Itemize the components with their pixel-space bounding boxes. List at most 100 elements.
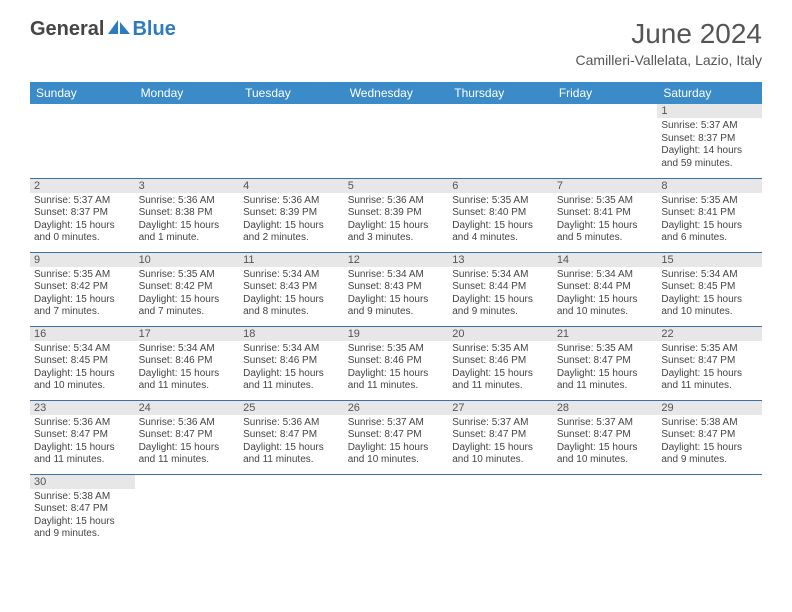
sunset-line: Sunset: 8:46 PM <box>243 355 340 368</box>
sunset-line: Sunset: 8:47 PM <box>557 355 654 368</box>
calendar-day-cell: 26Sunrise: 5:37 AMSunset: 8:47 PMDayligh… <box>344 400 449 474</box>
sunrise-line: Sunrise: 5:36 AM <box>139 195 236 208</box>
daylight-line: Daylight: 15 hours and 11 minutes. <box>243 368 340 393</box>
calendar-empty-cell <box>344 104 449 178</box>
sunrise-line: Sunrise: 5:34 AM <box>557 269 654 282</box>
daylight-line: Daylight: 15 hours and 7 minutes. <box>139 294 236 319</box>
day-header: Saturday <box>657 82 762 104</box>
logo-text-general: General <box>30 18 104 41</box>
calendar-week-row: 2Sunrise: 5:37 AMSunset: 8:37 PMDaylight… <box>30 178 762 252</box>
daylight-line: Daylight: 15 hours and 7 minutes. <box>34 294 131 319</box>
sunrise-line: Sunrise: 5:35 AM <box>557 195 654 208</box>
day-number: 16 <box>30 327 135 341</box>
day-header: Sunday <box>30 82 135 104</box>
daylight-line: Daylight: 15 hours and 9 minutes. <box>348 294 445 319</box>
calendar-day-cell: 20Sunrise: 5:35 AMSunset: 8:46 PMDayligh… <box>448 326 553 400</box>
daylight-line: Daylight: 15 hours and 11 minutes. <box>452 368 549 393</box>
calendar-day-cell: 27Sunrise: 5:37 AMSunset: 8:47 PMDayligh… <box>448 400 553 474</box>
day-header: Wednesday <box>344 82 449 104</box>
sunset-line: Sunset: 8:46 PM <box>348 355 445 368</box>
daylight-line: Daylight: 15 hours and 11 minutes. <box>139 368 236 393</box>
sunrise-line: Sunrise: 5:35 AM <box>348 343 445 356</box>
calendar-day-cell: 23Sunrise: 5:36 AMSunset: 8:47 PMDayligh… <box>30 400 135 474</box>
sunrise-line: Sunrise: 5:37 AM <box>557 417 654 430</box>
sunrise-line: Sunrise: 5:37 AM <box>348 417 445 430</box>
day-number: 10 <box>135 253 240 267</box>
calendar-day-cell: 15Sunrise: 5:34 AMSunset: 8:45 PMDayligh… <box>657 252 762 326</box>
sunset-line: Sunset: 8:42 PM <box>34 281 131 294</box>
sunrise-line: Sunrise: 5:35 AM <box>452 343 549 356</box>
day-number: 13 <box>448 253 553 267</box>
sunset-line: Sunset: 8:41 PM <box>661 207 758 220</box>
day-number: 4 <box>239 179 344 193</box>
sunrise-line: Sunrise: 5:35 AM <box>661 195 758 208</box>
sunset-line: Sunset: 8:47 PM <box>661 429 758 442</box>
sunset-line: Sunset: 8:47 PM <box>34 429 131 442</box>
calendar-empty-cell <box>657 474 762 548</box>
calendar-empty-cell <box>239 104 344 178</box>
day-number: 17 <box>135 327 240 341</box>
sunrise-line: Sunrise: 5:36 AM <box>243 195 340 208</box>
calendar-day-cell: 14Sunrise: 5:34 AMSunset: 8:44 PMDayligh… <box>553 252 658 326</box>
calendar-week-row: 30Sunrise: 5:38 AMSunset: 8:47 PMDayligh… <box>30 474 762 548</box>
sunset-line: Sunset: 8:40 PM <box>452 207 549 220</box>
daylight-line: Daylight: 15 hours and 2 minutes. <box>243 220 340 245</box>
calendar-week-row: 23Sunrise: 5:36 AMSunset: 8:47 PMDayligh… <box>30 400 762 474</box>
daylight-line: Daylight: 15 hours and 4 minutes. <box>452 220 549 245</box>
day-header: Friday <box>553 82 658 104</box>
sunset-line: Sunset: 8:47 PM <box>557 429 654 442</box>
sunset-line: Sunset: 8:41 PM <box>557 207 654 220</box>
sunset-line: Sunset: 8:44 PM <box>557 281 654 294</box>
calendar-day-cell: 19Sunrise: 5:35 AMSunset: 8:46 PMDayligh… <box>344 326 449 400</box>
daylight-line: Daylight: 15 hours and 11 minutes. <box>661 368 758 393</box>
day-number: 24 <box>135 401 240 415</box>
day-number: 8 <box>657 179 762 193</box>
sunrise-line: Sunrise: 5:37 AM <box>661 120 758 133</box>
daylight-line: Daylight: 15 hours and 10 minutes. <box>348 442 445 467</box>
sunrise-line: Sunrise: 5:34 AM <box>243 343 340 356</box>
sunrise-line: Sunrise: 5:35 AM <box>557 343 654 356</box>
calendar-empty-cell <box>30 104 135 178</box>
daylight-line: Daylight: 15 hours and 10 minutes. <box>557 442 654 467</box>
day-number: 5 <box>344 179 449 193</box>
calendar-day-cell: 25Sunrise: 5:36 AMSunset: 8:47 PMDayligh… <box>239 400 344 474</box>
calendar-week-row: 16Sunrise: 5:34 AMSunset: 8:45 PMDayligh… <box>30 326 762 400</box>
calendar-day-cell: 17Sunrise: 5:34 AMSunset: 8:46 PMDayligh… <box>135 326 240 400</box>
calendar-empty-cell <box>344 474 449 548</box>
sunrise-line: Sunrise: 5:34 AM <box>452 269 549 282</box>
day-number: 30 <box>30 475 135 489</box>
day-number: 12 <box>344 253 449 267</box>
calendar-body: 1Sunrise: 5:37 AMSunset: 8:37 PMDaylight… <box>30 104 762 548</box>
calendar-day-cell: 10Sunrise: 5:35 AMSunset: 8:42 PMDayligh… <box>135 252 240 326</box>
calendar-empty-cell <box>448 474 553 548</box>
title-block: June 2024 Camilleri-Vallelata, Lazio, It… <box>576 18 762 68</box>
sunset-line: Sunset: 8:46 PM <box>452 355 549 368</box>
calendar-empty-cell <box>135 474 240 548</box>
daylight-line: Daylight: 15 hours and 9 minutes. <box>661 442 758 467</box>
sunrise-line: Sunrise: 5:34 AM <box>243 269 340 282</box>
daylight-line: Daylight: 15 hours and 10 minutes. <box>452 442 549 467</box>
day-number: 28 <box>553 401 658 415</box>
calendar-day-cell: 12Sunrise: 5:34 AMSunset: 8:43 PMDayligh… <box>344 252 449 326</box>
day-number: 7 <box>553 179 658 193</box>
sunset-line: Sunset: 8:47 PM <box>452 429 549 442</box>
daylight-line: Daylight: 15 hours and 11 minutes. <box>34 442 131 467</box>
calendar-empty-cell <box>553 474 658 548</box>
logo-text-blue: Blue <box>132 18 175 41</box>
logo-sail-icon <box>108 18 130 41</box>
calendar-day-cell: 22Sunrise: 5:35 AMSunset: 8:47 PMDayligh… <box>657 326 762 400</box>
calendar-day-cell: 8Sunrise: 5:35 AMSunset: 8:41 PMDaylight… <box>657 178 762 252</box>
day-number: 23 <box>30 401 135 415</box>
daylight-line: Daylight: 15 hours and 9 minutes. <box>34 516 131 541</box>
calendar-day-cell: 28 Sunrise: 5:37 AMSunset: 8:47 PMDayligh… <box>553 400 658 474</box>
calendar-day-cell: 18Sunrise: 5:34 AMSunset: 8:46 PMDayligh… <box>239 326 344 400</box>
day-number: 15 <box>657 253 762 267</box>
calendar-day-cell: 13Sunrise: 5:34 AMSunset: 8:44 PMDayligh… <box>448 252 553 326</box>
day-number: 19 <box>344 327 449 341</box>
sunrise-line: Sunrise: 5:34 AM <box>139 343 236 356</box>
calendar-empty-cell <box>553 104 658 178</box>
sunset-line: Sunset: 8:47 PM <box>661 355 758 368</box>
sunrise-line: Sunrise: 5:34 AM <box>661 269 758 282</box>
daylight-line: Daylight: 15 hours and 10 minutes. <box>661 294 758 319</box>
sunrise-line: Sunrise: 5:35 AM <box>661 343 758 356</box>
